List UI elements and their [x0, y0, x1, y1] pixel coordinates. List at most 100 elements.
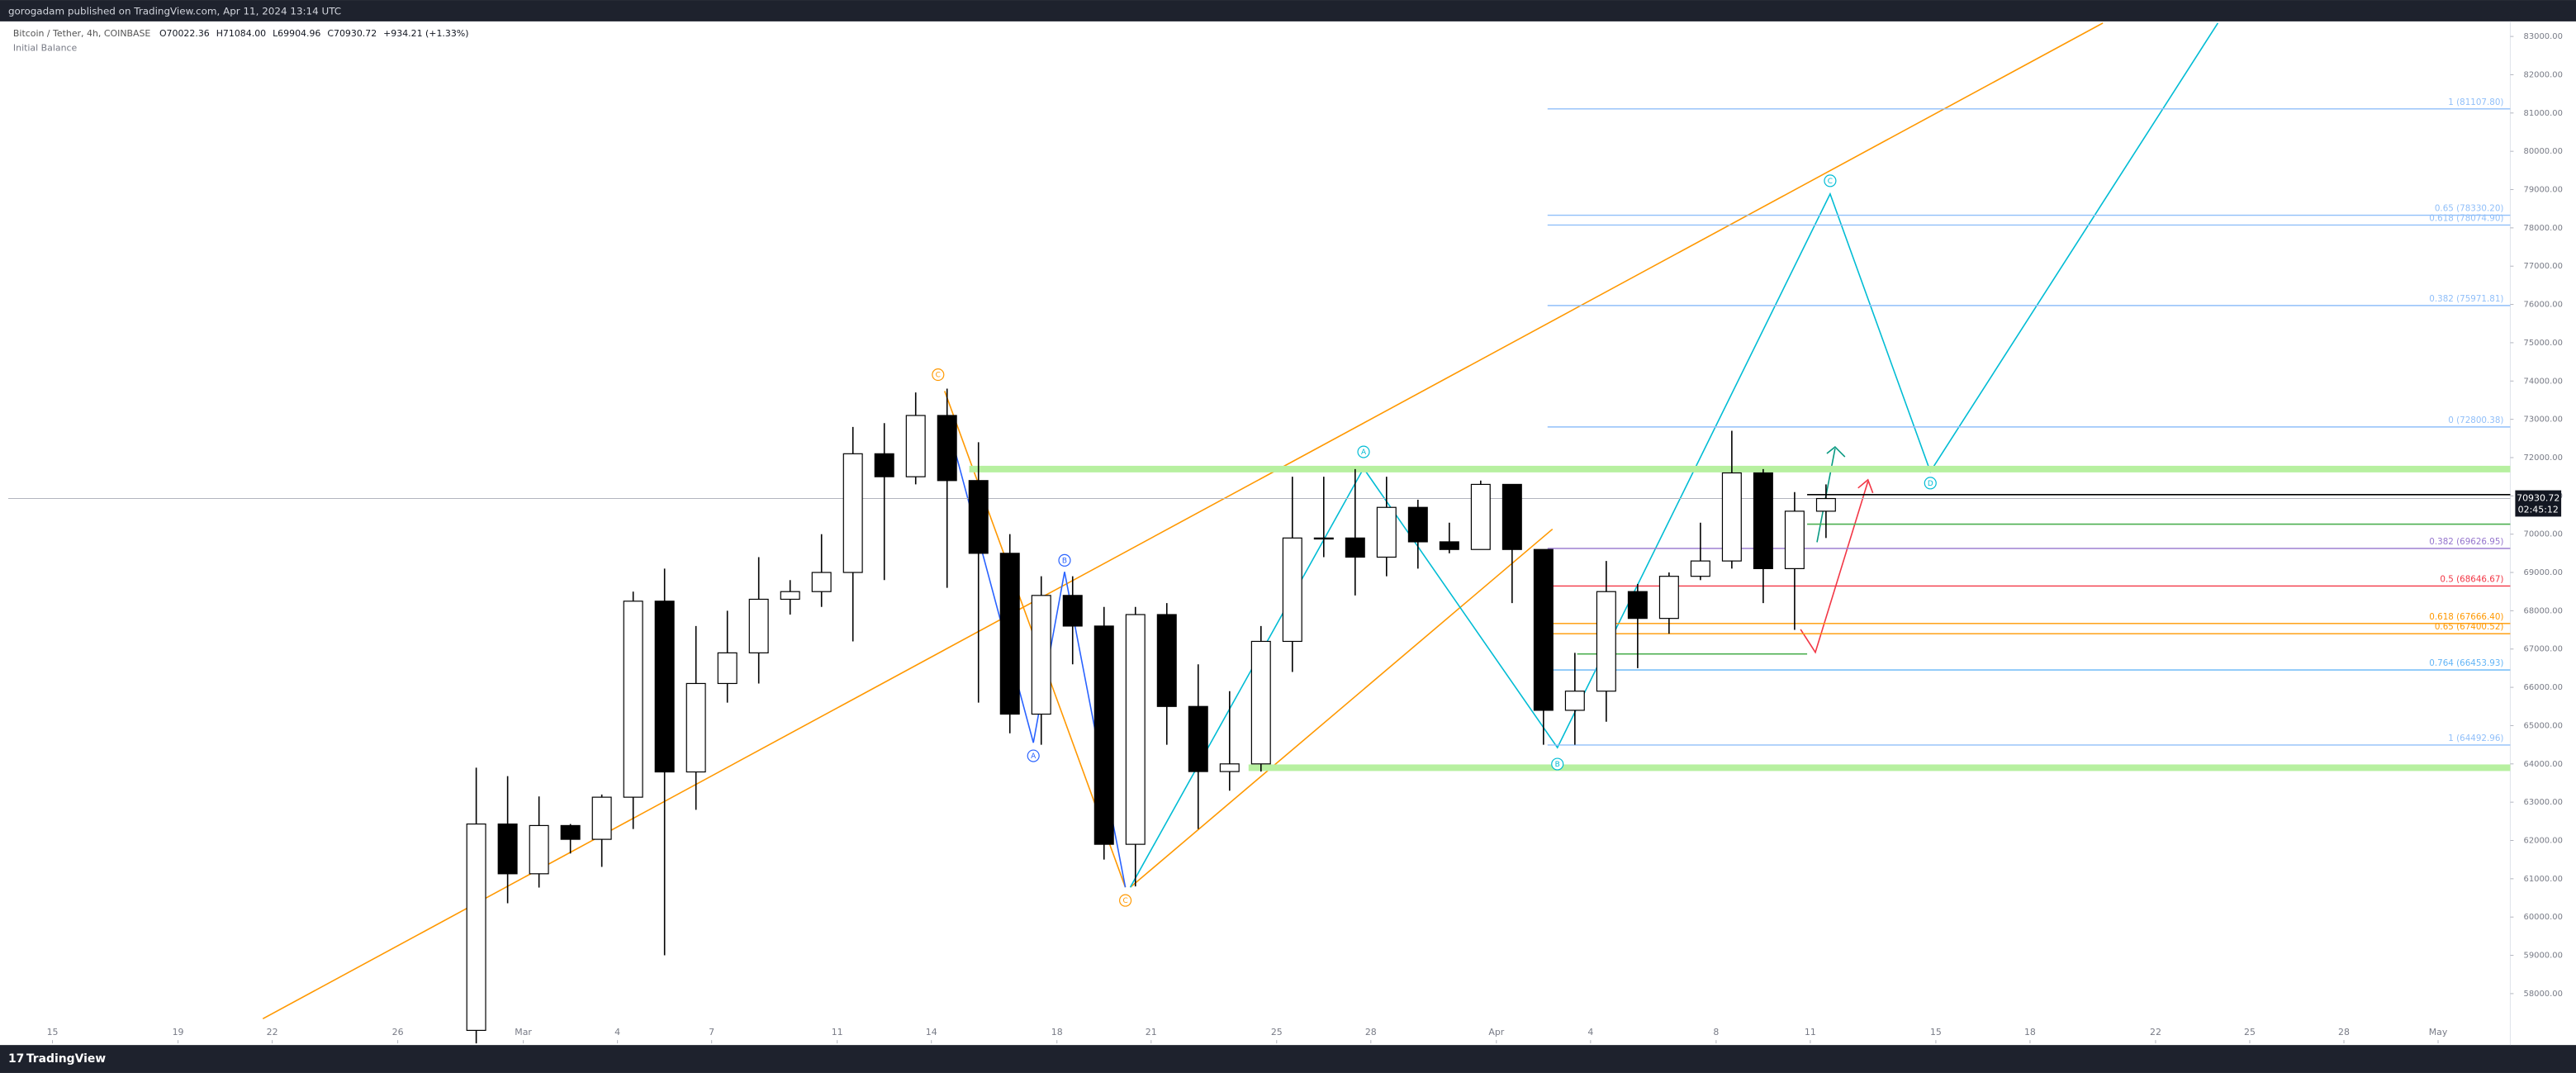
wave-label: B [1062, 557, 1067, 565]
wave-circle [1058, 553, 1071, 567]
y-tick-label: 82000.00 [2524, 70, 2563, 79]
wave-circle [1357, 445, 1370, 458]
candle-body [529, 824, 549, 875]
wave-circle [1119, 894, 1132, 907]
candle-body [591, 796, 612, 840]
candle-body [1282, 537, 1302, 643]
last-price-label: 70930.72 [2517, 493, 2559, 504]
zone [1248, 764, 2511, 772]
candle-body [874, 453, 894, 477]
candle-body [1250, 640, 1271, 765]
candle-body [1093, 625, 1114, 845]
candle-body [1501, 483, 1522, 550]
y-tick-label: 68000.00 [2524, 606, 2563, 615]
x-tick-label: 18 [2024, 1027, 2036, 1037]
y-tick-label: 65000.00 [2524, 721, 2563, 730]
candle-body [1470, 483, 1491, 550]
y-tick-label: 81000.00 [2524, 109, 2563, 118]
y-tick-label: 76000.00 [2524, 301, 2563, 310]
y-tick-label: 83000.00 [2524, 32, 2563, 41]
candle-body [1658, 576, 1679, 620]
indicator-name: Initial Balance [13, 43, 78, 54]
brand[interactable]: TradingView [26, 1052, 106, 1066]
arrow-head [1857, 478, 1874, 494]
y-tick-label: 75000.00 [2524, 339, 2563, 348]
candle-body [1439, 541, 1459, 550]
countdown: 02:45:12 [2518, 504, 2559, 515]
wave-label: B [1555, 761, 1560, 769]
y-tick-label: 74000.00 [2524, 377, 2563, 386]
y-tick-label: 63000.00 [2524, 798, 2563, 807]
x-tick-label: 4 [1587, 1027, 1593, 1037]
ohlc-value: L69904.96 [273, 28, 320, 39]
candle-body [1815, 497, 1836, 512]
x-tick-label: 22 [267, 1027, 278, 1037]
y-tick-label: 64000.00 [2524, 760, 2563, 769]
candle-body [1125, 614, 1146, 845]
candle-body [1596, 591, 1616, 692]
x-tick-label: 15 [1930, 1027, 1942, 1037]
candle-body [811, 572, 832, 592]
y-tick-label: 79000.00 [2524, 186, 2563, 195]
y-tick-label: 77000.00 [2524, 262, 2563, 271]
candle-body [1690, 560, 1710, 577]
x-tick-label: 18 [1051, 1027, 1063, 1037]
x-tick-label: 28 [2338, 1027, 2350, 1037]
candle-body [717, 652, 738, 685]
candle-body [1533, 548, 1554, 711]
candle-body [623, 601, 643, 798]
candle-body [842, 453, 863, 573]
fib-label: 0.382 (75971.81) [2429, 294, 2503, 304]
y-tick-label: 62000.00 [2524, 836, 2563, 845]
x-tick-label: 22 [2150, 1027, 2161, 1037]
ohlc-value: C70930.72 [327, 28, 377, 39]
wave-label: A [1031, 753, 1037, 761]
fib-label: 0.65 (67400.52) [2435, 622, 2504, 632]
candle-body [968, 480, 989, 554]
chart-title: Bitcoin / Tether, 4h, COINBASE [13, 28, 151, 39]
candle-body [748, 598, 769, 653]
candle-body [1313, 537, 1334, 540]
y-tick-label: 67000.00 [2524, 645, 2563, 654]
ohlc-value: H71084.00 [216, 28, 266, 39]
y-tick-label: 72000.00 [2524, 453, 2563, 463]
fib-label: 0.764 (66453.93) [2429, 658, 2503, 668]
fib-label: 0.618 (67666.40) [2429, 612, 2503, 622]
x-tick-label: May [2429, 1027, 2448, 1037]
y-tick-label: 59000.00 [2524, 952, 2563, 961]
y-tick-label: 80000.00 [2524, 147, 2563, 156]
channel-line [262, 22, 2104, 1020]
candle-body [1721, 472, 1742, 562]
y-tick-label: 78000.00 [2524, 224, 2563, 233]
arrow-head [1826, 446, 1846, 458]
x-tick-label: 14 [926, 1027, 937, 1037]
candle-body [1376, 506, 1397, 558]
candle-body [937, 415, 957, 482]
x-tick-label: 15 [47, 1027, 59, 1037]
x-tick-label: 11 [1805, 1027, 1816, 1037]
candle-body [1219, 763, 1240, 772]
candle-body [1345, 537, 1365, 558]
wave-circle [1551, 757, 1564, 771]
candle-body [1753, 472, 1773, 569]
brand-logo: 17 [8, 1052, 24, 1066]
x-tick-label: 26 [392, 1027, 404, 1037]
zone [969, 465, 2511, 472]
x-tick-label: Mar [515, 1027, 532, 1037]
y-tick-label: 66000.00 [2524, 683, 2563, 692]
fib-label: 0 (72800.38) [2448, 415, 2503, 425]
fib-label: 0.65 (78330.20) [2435, 204, 2504, 214]
x-tick-label: 25 [2244, 1027, 2256, 1037]
wave-circle [1924, 477, 1937, 490]
y-tick-label: 60000.00 [2524, 913, 2563, 922]
fib-label: 0.5 (68646.67) [2440, 574, 2503, 584]
top-bar [0, 0, 2576, 21]
ohlc-value: +934.21 (+1.33%) [383, 28, 468, 39]
price-tag [2515, 490, 2562, 517]
y-tick-label: 58000.00 [2524, 990, 2563, 999]
candle-body [1564, 691, 1585, 711]
y-tick-label: 73000.00 [2524, 415, 2563, 425]
candle-body [999, 553, 1020, 715]
